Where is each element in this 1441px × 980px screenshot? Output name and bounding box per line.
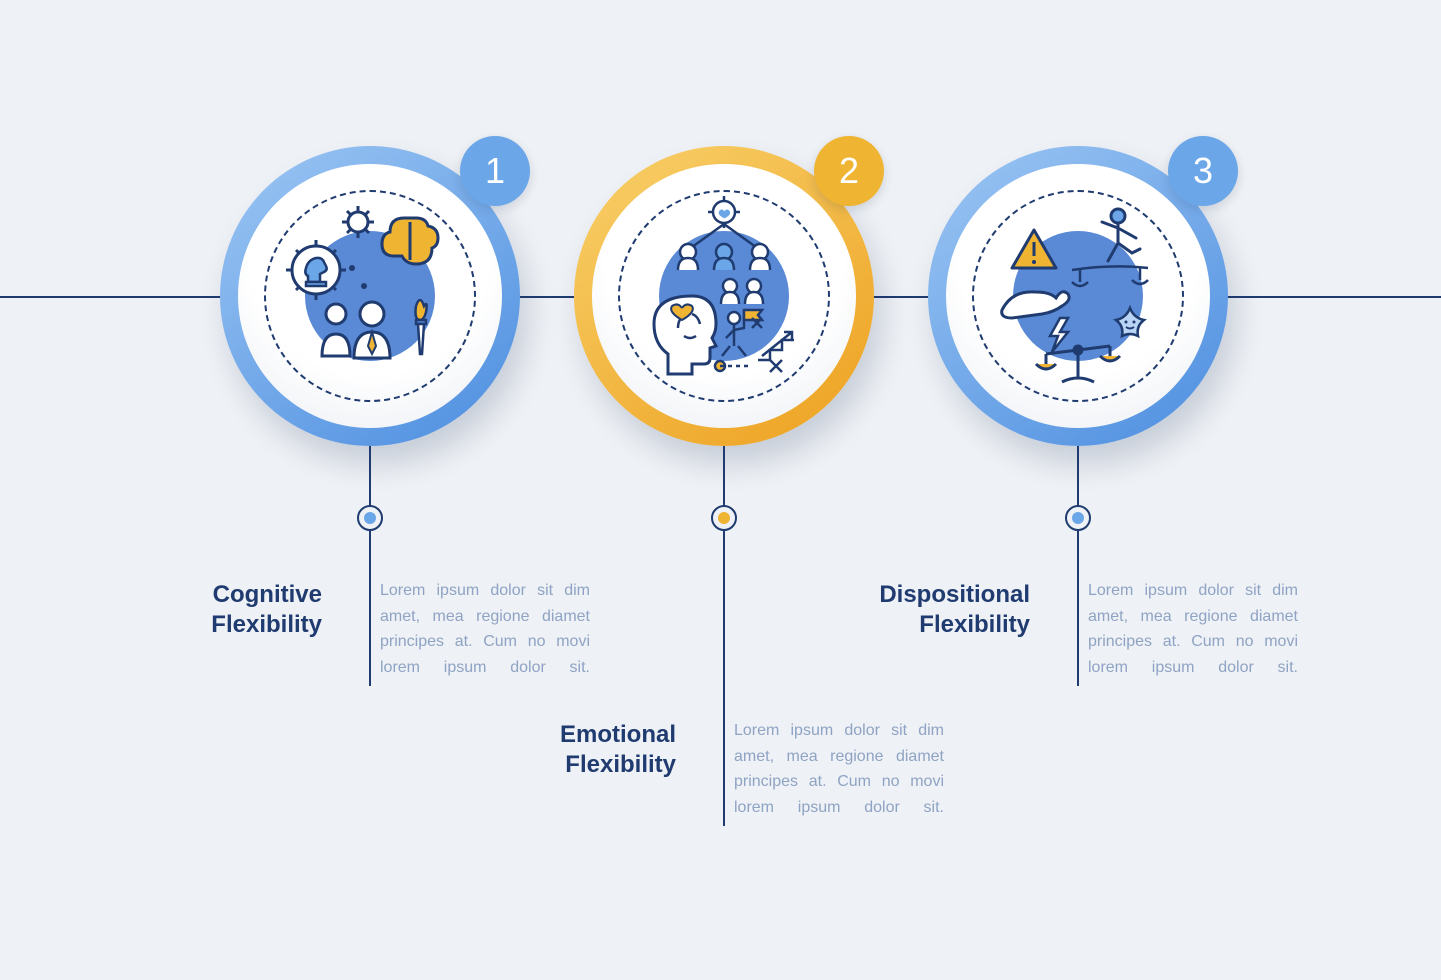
step-3-number: 3 bbox=[1193, 150, 1213, 192]
cognitive-icon bbox=[264, 190, 476, 402]
step-1-heading: Cognitive Flexibility bbox=[150, 578, 322, 640]
step-3-connector-dot bbox=[1065, 505, 1091, 531]
step-2-connector-dot bbox=[711, 505, 737, 531]
infographic-canvas: 1 Cognitive Flexibility Lorem ipsum dolo… bbox=[0, 0, 1441, 980]
step-3-circle: 3 bbox=[928, 146, 1228, 446]
step-1-text: Cognitive Flexibility Lorem ipsum dolor … bbox=[150, 578, 590, 680]
step-3: 3 Dispositional Flexibility Lorem ipsum … bbox=[858, 146, 1298, 446]
step-1-body: Lorem ipsum dolor sit dim amet, mea regi… bbox=[380, 578, 590, 680]
step-1-number: 1 bbox=[485, 150, 505, 192]
dispositional-icon bbox=[972, 190, 1184, 402]
step-2-text: Emotional Flexibility Lorem ipsum dolor … bbox=[504, 718, 944, 820]
step-3-body: Lorem ipsum dolor sit dim amet, mea regi… bbox=[1088, 578, 1298, 680]
step-2-body: Lorem ipsum dolor sit dim amet, mea regi… bbox=[734, 718, 944, 820]
step-3-heading: Dispositional Flexibility bbox=[858, 578, 1030, 640]
step-3-number-badge: 3 bbox=[1168, 136, 1238, 206]
step-2-circle: 2 bbox=[574, 146, 874, 446]
emotional-icon bbox=[618, 190, 830, 402]
step-2-number: 2 bbox=[839, 150, 859, 192]
step-3-text: Dispositional Flexibility Lorem ipsum do… bbox=[858, 578, 1298, 680]
step-1-circle: 1 bbox=[220, 146, 520, 446]
step-2-heading: Emotional Flexibility bbox=[504, 718, 676, 780]
step-1-connector-dot bbox=[357, 505, 383, 531]
